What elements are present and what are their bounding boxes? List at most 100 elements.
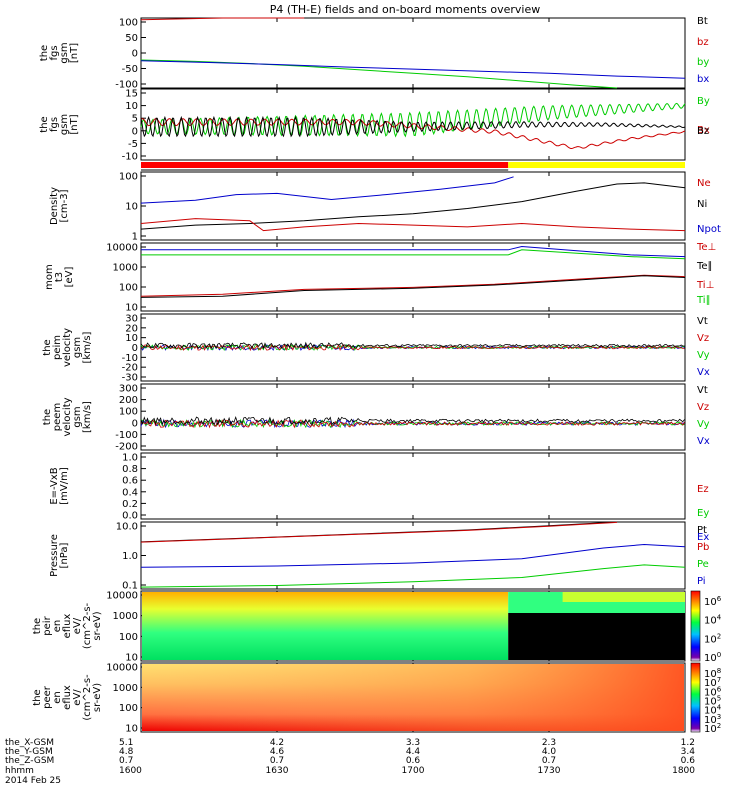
- y-axis-label: E=-VxB: [49, 467, 60, 504]
- y-tick-label: 1.0: [122, 551, 138, 562]
- time-axis-row-label: 2014 Feb 25: [5, 776, 61, 786]
- colorbar-tick-2: 102: [704, 632, 721, 645]
- time-axis-row-label: the_Y-GSM: [5, 747, 53, 757]
- y-axis-label: [km/s]: [82, 331, 93, 363]
- y-tick-label: 100: [119, 18, 138, 29]
- y-tick-label: 0.6: [122, 476, 138, 487]
- series-fgs-bt-bz-by-bx-bx: [140, 60, 686, 79]
- y-tick-label: -10: [122, 152, 138, 163]
- series-temperature-Ti∥: [141, 249, 686, 260]
- time-axis-value: 1630: [266, 766, 289, 776]
- y-tick-label: 0.8: [122, 464, 138, 475]
- y-tick-label: 10: [125, 653, 138, 664]
- y-tick-label: 20: [125, 323, 138, 334]
- spectrogram-fill: [142, 592, 509, 660]
- time-axis-value: 0.7: [542, 756, 556, 766]
- y-axis-label: (cm^2-s-: [82, 602, 93, 649]
- y-axis-label: the: [42, 339, 53, 355]
- y-tick-label: 5: [132, 114, 138, 125]
- series-peim-velocity-2: [140, 343, 685, 352]
- time-axis-row-label: the_Z-GSM: [5, 756, 54, 766]
- y-axis-label: the: [39, 116, 50, 132]
- time-axis-value: 4.0: [542, 747, 557, 757]
- y-tick-label: 10000: [106, 591, 138, 602]
- y-tick-label: 10000: [106, 663, 138, 674]
- y-tick-label: 10000: [106, 243, 138, 254]
- y-axis-label: gsm: [72, 406, 83, 427]
- series-peem-velocity-2: [140, 419, 685, 429]
- y-tick-label: 1.0: [122, 453, 138, 464]
- time-axis-value: 2.3: [542, 738, 556, 748]
- time-axis-value: 0.7: [270, 756, 284, 766]
- legend-density-0: Ne: [697, 178, 711, 189]
- panel-peer-spectrogram: 10000 1000 100 10 the peer en eflux eV/(cm^2-s-s…: [32, 662, 722, 735]
- y-axis-label: mom: [44, 264, 55, 290]
- y-tick-label: -200: [115, 442, 138, 453]
- y-tick-label: -5: [128, 139, 138, 150]
- y-tick-label: 1000: [113, 683, 138, 694]
- panel-frame: [140, 383, 686, 451]
- y-axis-label: t3: [54, 272, 65, 282]
- legend-temperature-2: Ti⊥: [696, 280, 714, 291]
- time-axis-value: 1730: [538, 766, 561, 776]
- y-axis-label: [nT]: [69, 114, 80, 134]
- y-tick-label: 50: [125, 33, 138, 44]
- legend-temperature-1: Te∥: [696, 261, 713, 272]
- y-axis-label: sr-eV): [92, 611, 103, 640]
- colorbar-tick-1: 104: [704, 614, 722, 627]
- time-axis-value: 4.4: [406, 747, 421, 757]
- colorbar-tick-2: 106: [704, 685, 722, 698]
- time-axis-row-label: hhmm: [5, 766, 34, 776]
- y-axis-label: peir: [42, 615, 53, 635]
- legend-temperature-3: Ti∥: [696, 295, 711, 306]
- time-axis-value: 4.8: [119, 747, 134, 757]
- legend-pressure-2: Pe: [697, 559, 709, 570]
- y-axis-label: the: [32, 618, 43, 634]
- y-tick-label: -100: [115, 430, 138, 441]
- y-axis-label: eflux: [62, 614, 73, 639]
- y-axis-label: [mV/m]: [59, 467, 70, 505]
- legend-fgs-bt-bz-by-bx-1: bz: [697, 37, 709, 48]
- time-axis-value: 0.6: [406, 756, 421, 766]
- spectrogram-fill-right: [142, 664, 684, 731]
- y-axis-label: velocity: [62, 328, 73, 367]
- legend-pressure-3: Pi: [697, 576, 706, 587]
- y-tick-label: 10: [125, 101, 138, 112]
- y-axis-label: sr-eV): [92, 683, 103, 712]
- legend-pressure-1: Pb: [697, 542, 709, 553]
- spectrogram-fill-top: [562, 592, 685, 602]
- y-axis-label: gsm: [59, 42, 70, 63]
- y-axis-label: Pressure: [49, 534, 60, 577]
- panel-frame: [140, 452, 686, 520]
- y-tick-label: 0.0: [122, 511, 138, 522]
- colorbar-tick-4: 104: [704, 704, 722, 717]
- mode-bar-fast-survey: [508, 162, 685, 168]
- time-axis-value: 5.1: [119, 738, 133, 748]
- y-tick-label: 0.2: [122, 499, 138, 510]
- legend-fgs-detrended-2: Bz: [697, 126, 709, 137]
- y-axis-label: fgs: [49, 117, 60, 132]
- y-axis-label: velocity: [62, 397, 73, 436]
- time-axis-value: 4.6: [270, 747, 285, 757]
- y-axis-label: en: [52, 691, 63, 704]
- y-tick-label: 10.0: [116, 522, 138, 533]
- extras-layer: [141, 162, 685, 171]
- time-axis-value: 1.2: [681, 738, 695, 748]
- series-peem-velocity-3: [140, 416, 685, 426]
- legend-pressure-0: Pt: [697, 525, 707, 536]
- panel-fgs-bt-bz-by-bx: 100 50 0 -50 -100 the fgs gsm [nT] Bt bz by bx: [39, 16, 709, 91]
- figure-title: P4 (TH-E) fields and on-board moments ov…: [270, 3, 541, 16]
- colorbar-tick-3: 105: [704, 695, 721, 708]
- y-tick-label: -50: [122, 64, 138, 75]
- y-tick-label: 0.1: [122, 581, 138, 592]
- legend-fgs-detrended-0: By: [697, 96, 710, 107]
- series-temperature-Te∥: [140, 275, 686, 298]
- y-tick-label: 0: [132, 49, 138, 60]
- legend-density-1: Ni: [697, 199, 707, 210]
- y-tick-label: 300: [119, 384, 138, 395]
- time-axis-row-label: the_X-GSM: [5, 738, 54, 748]
